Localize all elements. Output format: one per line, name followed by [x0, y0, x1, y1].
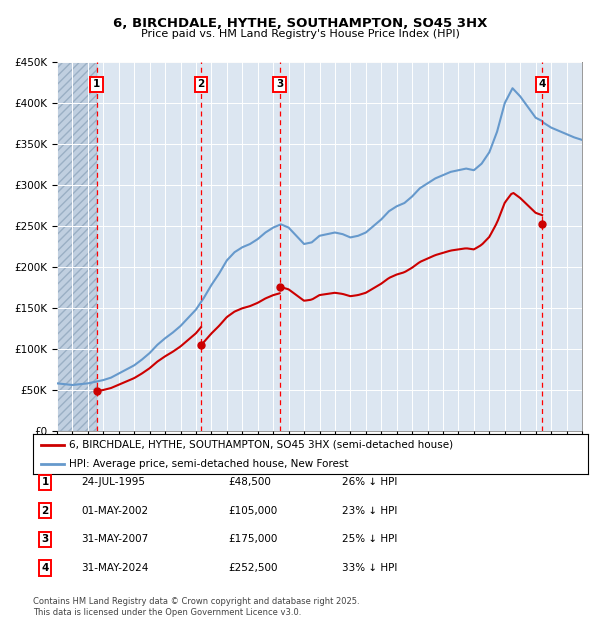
Text: 3: 3 [276, 79, 283, 89]
Text: HPI: Average price, semi-detached house, New Forest: HPI: Average price, semi-detached house,… [69, 459, 349, 469]
Text: 33% ↓ HPI: 33% ↓ HPI [342, 563, 397, 573]
Text: £252,500: £252,500 [228, 563, 277, 573]
Text: 3: 3 [41, 534, 49, 544]
Text: 26% ↓ HPI: 26% ↓ HPI [342, 477, 397, 487]
Text: Price paid vs. HM Land Registry's House Price Index (HPI): Price paid vs. HM Land Registry's House … [140, 29, 460, 39]
Text: 2: 2 [41, 506, 49, 516]
Text: 24-JUL-1995: 24-JUL-1995 [81, 477, 145, 487]
Text: 31-MAY-2007: 31-MAY-2007 [81, 534, 148, 544]
Text: 2: 2 [197, 79, 205, 89]
Bar [57, 62, 97, 431]
Text: 1: 1 [41, 477, 49, 487]
Text: £48,500: £48,500 [228, 477, 271, 487]
Text: Contains HM Land Registry data © Crown copyright and database right 2025.
This d: Contains HM Land Registry data © Crown c… [33, 598, 359, 617]
Text: 25% ↓ HPI: 25% ↓ HPI [342, 534, 397, 544]
Text: 4: 4 [538, 79, 546, 89]
Text: 31-MAY-2024: 31-MAY-2024 [81, 563, 148, 573]
Text: £105,000: £105,000 [228, 506, 277, 516]
Text: 01-MAY-2002: 01-MAY-2002 [81, 506, 148, 516]
Text: 1: 1 [93, 79, 100, 89]
Text: 6, BIRCHDALE, HYTHE, SOUTHAMPTON, SO45 3HX (semi-detached house): 6, BIRCHDALE, HYTHE, SOUTHAMPTON, SO45 3… [69, 440, 453, 450]
Text: 4: 4 [41, 563, 49, 573]
Text: 23% ↓ HPI: 23% ↓ HPI [342, 506, 397, 516]
Text: £175,000: £175,000 [228, 534, 277, 544]
Text: 6, BIRCHDALE, HYTHE, SOUTHAMPTON, SO45 3HX: 6, BIRCHDALE, HYTHE, SOUTHAMPTON, SO45 3… [113, 17, 487, 30]
